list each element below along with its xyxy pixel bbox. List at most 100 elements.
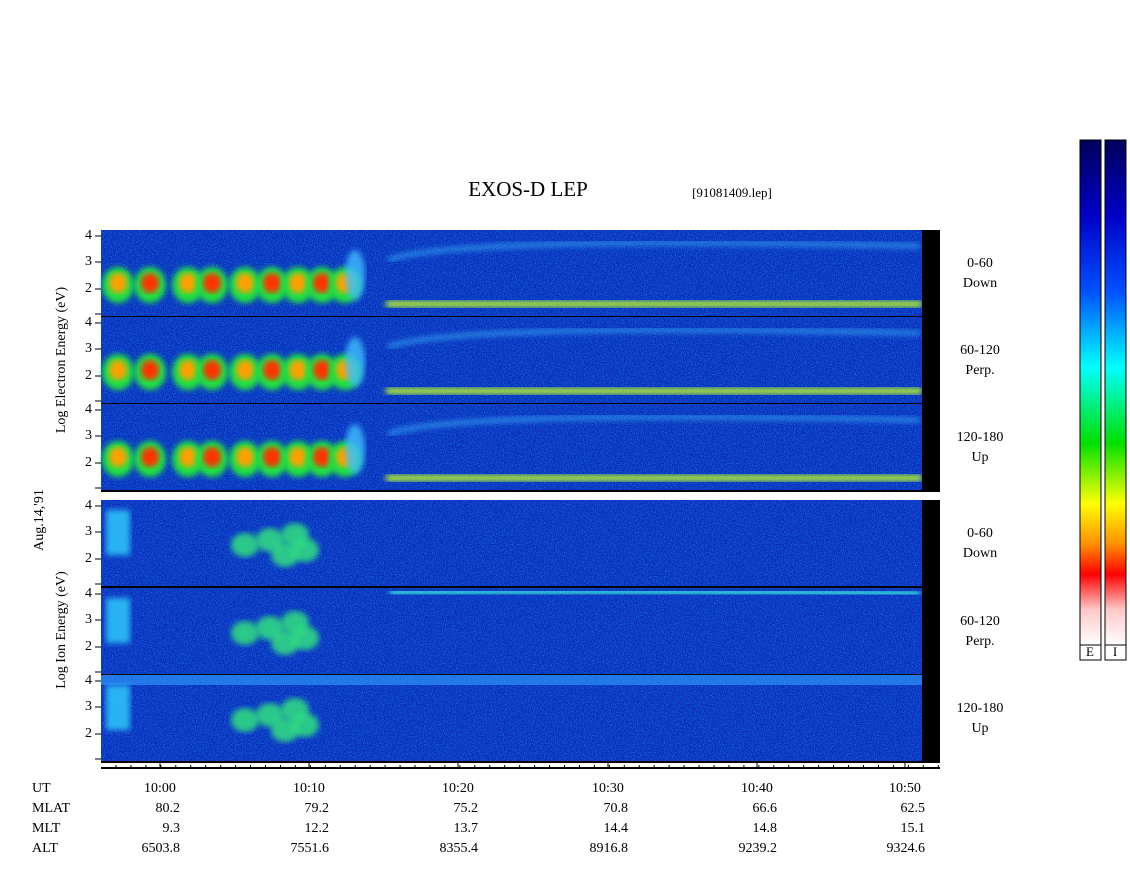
spectral-feature — [313, 273, 331, 293]
spectral-feature — [386, 388, 922, 394]
ephemeris-value: 15.1 — [901, 821, 926, 836]
spectral-feature — [236, 273, 254, 293]
ephemeris-value: 79.2 — [305, 801, 330, 816]
spectral-feature — [289, 273, 307, 293]
panel-noise — [101, 675, 923, 762]
spectral-feature — [313, 447, 331, 467]
x-tick-label: 10:20 — [442, 781, 474, 796]
ephemeris-value: 9.3 — [163, 821, 181, 836]
y-tick-label: 2 — [85, 455, 92, 470]
ephemeris-value: 66.6 — [753, 801, 778, 816]
ion-panel: 4 3 2 — [85, 586, 940, 676]
panel-direction: Perp. — [965, 363, 994, 378]
x-tick-label: 10:00 — [144, 781, 176, 796]
ephemeris-value: 8916.8 — [590, 841, 629, 856]
time-axis-label: UT — [32, 781, 51, 796]
spectral-feature — [263, 273, 281, 293]
ephemeris-value: 9324.6 — [887, 841, 926, 856]
spectral-feature — [387, 328, 921, 349]
title: EXOS-D LEP — [468, 177, 588, 201]
electron-panel: 4 3 2 — [85, 402, 940, 492]
panel-right-edge — [922, 230, 940, 317]
electron-axis-label: Log Electron Energy (eV) — [54, 287, 69, 434]
colorbar — [1079, 139, 1102, 646]
ion-panel: 4 3 2 — [85, 673, 940, 763]
colorbar-label: E — [1086, 644, 1094, 659]
file-name: [91081409.lep] — [692, 185, 772, 200]
y-tick-label: 4 — [85, 228, 92, 243]
spectral-feature — [106, 510, 130, 555]
ephemeris-value: 9239.2 — [739, 841, 778, 856]
electron-panel: 4 3 2 — [85, 315, 940, 405]
ephemeris-value: 7551.6 — [291, 841, 330, 856]
y-tick-label: 2 — [85, 551, 92, 566]
ephemeris-value: 6503.8 — [142, 841, 181, 856]
ion-panel: 4 3 2 — [85, 498, 940, 588]
spectral-feature — [387, 241, 921, 262]
y-tick-label: 3 — [85, 428, 92, 443]
panel-range: 60-120 — [960, 343, 1000, 358]
spectral-feature — [231, 708, 259, 732]
spectral-feature — [345, 424, 365, 474]
panel-right-edge — [922, 588, 940, 675]
panel-noise — [101, 588, 923, 675]
ephemeris-label: ALT — [32, 841, 58, 856]
colorbar-label: I — [1113, 644, 1117, 659]
spectral-feature — [271, 631, 299, 655]
spectral-feature — [203, 447, 221, 467]
spectral-feature — [203, 360, 221, 380]
date: Aug.14,'91 — [32, 489, 47, 551]
panel-direction: Up — [971, 450, 988, 465]
ephemeris-value: 14.8 — [753, 821, 778, 836]
spectral-feature — [236, 447, 254, 467]
spectral-feature — [236, 360, 254, 380]
ephemeris-label: MLAT — [32, 801, 71, 816]
panel-range: 60-120 — [960, 614, 1000, 629]
spectral-feature — [141, 447, 159, 467]
spectral-feature — [141, 273, 159, 293]
panel-right-edge — [922, 404, 940, 491]
spectral-feature — [271, 718, 299, 742]
spectral-feature — [179, 447, 197, 467]
spectral-feature — [387, 415, 921, 436]
ephemeris-value: 75.2 — [454, 801, 479, 816]
panel-range: 0-60 — [967, 526, 993, 541]
ephemeris-value: 62.5 — [901, 801, 926, 816]
spectral-feature — [109, 273, 127, 293]
y-tick-label: 3 — [85, 699, 92, 714]
spectral-feature — [263, 447, 281, 467]
ephemeris-value: 70.8 — [604, 801, 629, 816]
x-tick-label: 10:50 — [889, 781, 921, 796]
ion-axis-label: Log Ion Energy (eV) — [54, 571, 69, 689]
y-tick-label: 3 — [85, 254, 92, 269]
ephemeris-value: 14.4 — [604, 821, 629, 836]
x-tick-label: 10:40 — [741, 781, 773, 796]
colorbar-label-box — [1104, 644, 1127, 661]
y-tick-label: 4 — [85, 402, 92, 417]
colorbar-label-box — [1079, 644, 1102, 661]
y-tick-label: 2 — [85, 726, 92, 741]
panel-direction: Up — [971, 721, 988, 736]
y-tick-label: 3 — [85, 612, 92, 627]
panel-right-edge — [922, 317, 940, 404]
y-tick-label: 2 — [85, 368, 92, 383]
spectral-feature — [289, 360, 307, 380]
panel-right-edge — [922, 675, 940, 762]
spectral-feature — [386, 475, 922, 481]
spectral-feature — [179, 273, 197, 293]
spectral-feature — [106, 685, 130, 730]
ephemeris-value: 8355.4 — [440, 841, 479, 856]
y-tick-label: 4 — [85, 315, 92, 330]
spectral-feature — [389, 588, 921, 597]
ephemeris-value: 80.2 — [156, 801, 181, 816]
spectral-feature — [141, 360, 159, 380]
spectral-feature — [231, 533, 259, 557]
spectral-feature — [109, 447, 127, 467]
panel-range: 0-60 — [967, 256, 993, 271]
spectral-feature — [289, 447, 307, 467]
ephemeris-value: 12.2 — [305, 821, 330, 836]
panel-direction: Down — [963, 546, 997, 561]
spectral-feature — [386, 301, 922, 307]
panel-direction: Perp. — [965, 634, 994, 649]
